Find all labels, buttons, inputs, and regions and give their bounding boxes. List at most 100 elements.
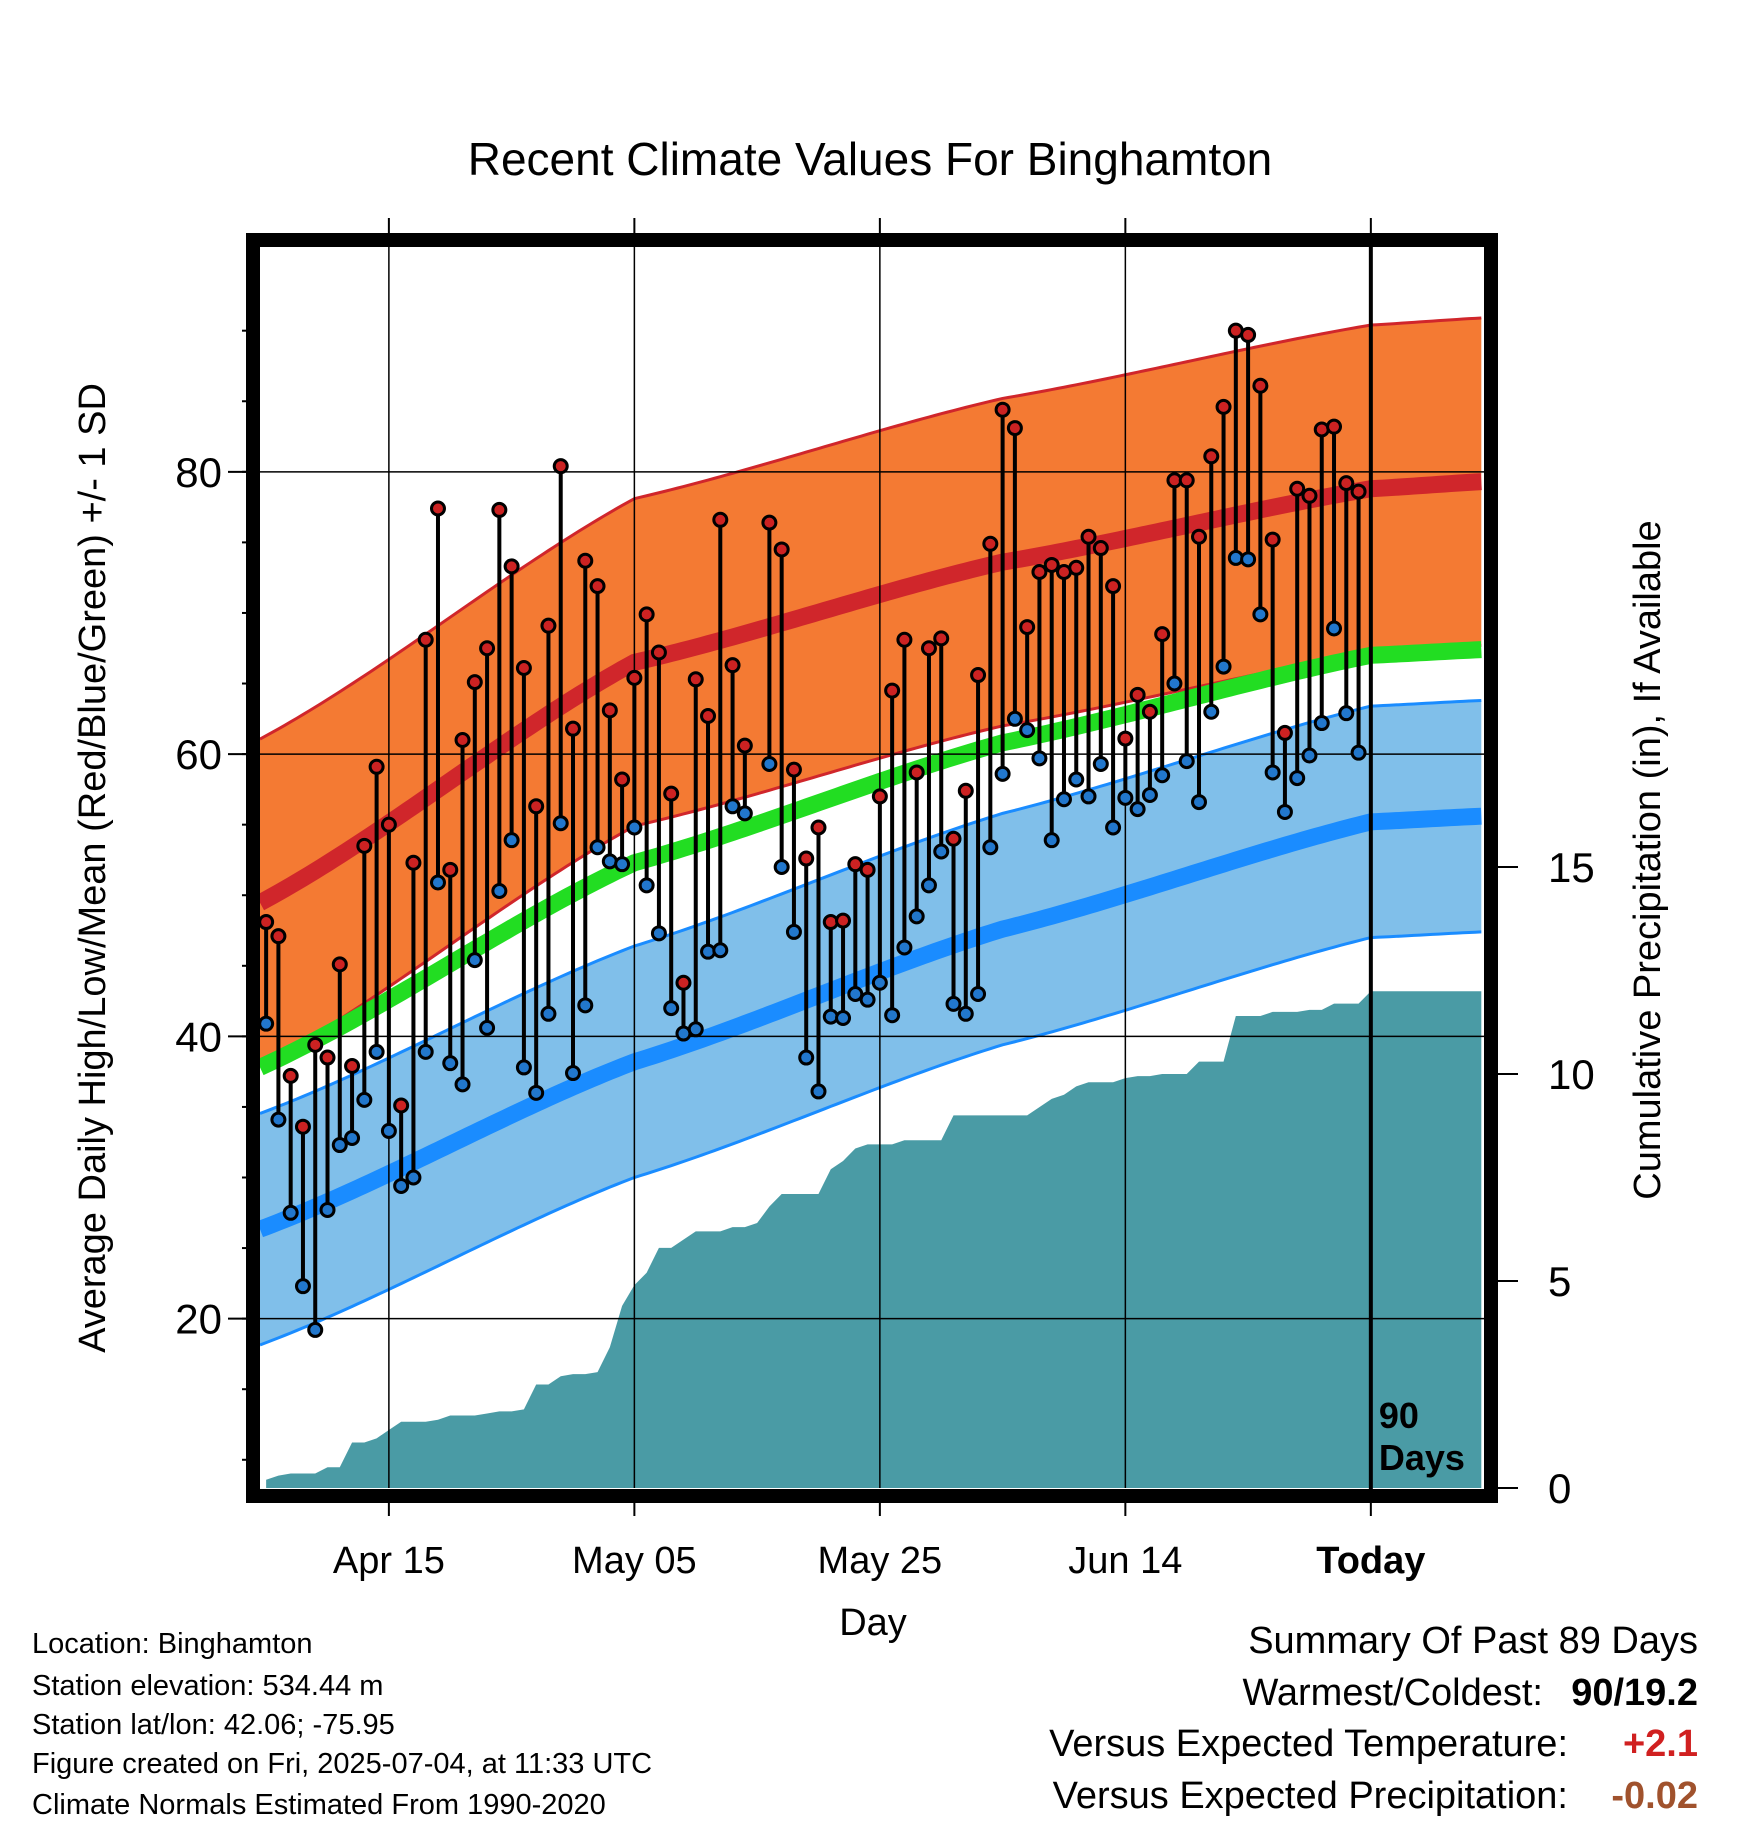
observed-low-point	[871, 974, 888, 991]
observed-low-point	[1031, 750, 1048, 767]
observed-low-point	[528, 1084, 545, 1101]
plot-frame	[246, 233, 1498, 1503]
observed-low-point	[307, 1321, 324, 1338]
observed-high-point	[1117, 730, 1134, 747]
observed-high-point	[970, 667, 987, 684]
observed-high-point	[405, 854, 422, 871]
observed-low-point	[454, 1076, 471, 1093]
observed-low-point	[491, 882, 508, 899]
observed-temperatures	[260, 322, 1367, 1338]
observed-high-point	[1080, 528, 1097, 545]
observed-low-point	[1068, 771, 1085, 788]
observed-high-point	[479, 640, 496, 657]
observed-high-point	[700, 707, 717, 724]
observed-high-point	[356, 837, 373, 854]
observed-high-point	[282, 1067, 299, 1084]
observed-high-point	[835, 912, 852, 929]
observed-high-point	[393, 1097, 410, 1114]
observed-high-point	[601, 702, 618, 719]
observed-low-point	[1252, 606, 1269, 623]
observed-low-point	[260, 1015, 275, 1032]
observed-low-point	[368, 1043, 385, 1060]
observed-high-point	[712, 511, 729, 528]
observed-high-point	[454, 731, 471, 748]
observed-low-point	[835, 1010, 852, 1027]
observed-low-point	[1055, 791, 1072, 808]
observed-high-point	[589, 578, 606, 595]
observed-high-point	[294, 1118, 311, 1135]
observed-low-point	[1301, 747, 1318, 764]
observed-low-point	[773, 859, 790, 875]
observed-high-point	[1129, 686, 1146, 703]
observed-high-point	[859, 861, 876, 878]
observed-high-point	[1092, 540, 1109, 557]
observed-high-point	[773, 541, 790, 558]
observed-high-point	[1141, 703, 1158, 720]
observed-high-point	[1191, 528, 1208, 545]
observed-high-point	[687, 671, 704, 688]
observed-low-point	[957, 1005, 974, 1022]
x-tick-label: Apr 15	[333, 1540, 445, 1582]
observed-low-point	[638, 877, 655, 894]
observed-low-point	[798, 1049, 815, 1066]
observed-low-point	[908, 908, 925, 925]
observed-high-point	[920, 640, 937, 657]
observed-low-point	[614, 856, 631, 873]
observed-low-point	[270, 1111, 287, 1128]
observed-low-point	[920, 877, 937, 894]
chart-title: Recent Climate Values For Binghamton	[468, 133, 1273, 185]
observed-high-point	[957, 782, 974, 799]
x-tick-label: Today	[1316, 1540, 1425, 1582]
observed-low-point	[884, 1007, 901, 1024]
y2-tick-label: 10	[1548, 1051, 1595, 1098]
observed-high-point	[1276, 724, 1293, 741]
observed-low-point	[626, 819, 643, 836]
observed-low-point	[503, 832, 520, 849]
observed-low-point	[1313, 715, 1330, 732]
observed-high-point	[638, 606, 655, 623]
observed-high-point	[1240, 326, 1257, 343]
summary-title: Summary Of Past 89 Days	[1248, 1620, 1698, 1662]
y-tick-label: 60	[175, 731, 222, 778]
observed-high-point	[982, 535, 999, 552]
normals-text: Climate Normals Estimated From 1990-2020	[32, 1789, 606, 1821]
observed-high-point	[577, 552, 594, 569]
observed-low-point	[1289, 770, 1306, 787]
warmest-value: 90/19.2	[1571, 1672, 1698, 1714]
observed-low-point	[1326, 620, 1343, 637]
observed-high-point	[871, 788, 888, 805]
observed-low-point	[466, 952, 483, 969]
observed-high-point	[344, 1058, 361, 1075]
observed-low-point	[663, 1000, 680, 1017]
observed-low-point	[994, 765, 1011, 782]
observed-low-point	[577, 997, 594, 1014]
observed-low-point	[859, 991, 876, 1008]
observed-high-point	[945, 830, 962, 847]
observed-low-point	[896, 939, 913, 956]
observed-low-point	[405, 1169, 422, 1186]
y2-tick-label: 15	[1548, 844, 1595, 891]
observed-low-point	[1191, 794, 1208, 811]
observed-low-point	[1092, 755, 1109, 772]
observed-high-point	[1215, 398, 1232, 415]
observed-high-point	[442, 861, 459, 878]
x-axis-label: Day	[839, 1602, 907, 1644]
latlon-text: Station lat/lon: 42.06; -75.95	[32, 1709, 395, 1741]
observed-high-point	[1043, 556, 1060, 573]
x-tick-label: Jun 14	[1068, 1540, 1182, 1582]
observed-high-point	[896, 631, 913, 648]
observed-high-point	[466, 674, 483, 691]
y2-tick-label: 0	[1548, 1465, 1571, 1512]
temp-value: +2.1	[1622, 1723, 1698, 1765]
observed-high-point	[1154, 626, 1171, 643]
observed-high-point	[380, 816, 397, 833]
today-days-label: 90	[1379, 1395, 1419, 1436]
observed-high-point	[319, 1049, 336, 1066]
observed-high-point	[1019, 619, 1036, 636]
high-upper-edge	[260, 316, 1482, 741]
observed-high-point	[663, 785, 680, 802]
observed-low-point	[380, 1122, 397, 1139]
observed-low-point	[540, 1005, 557, 1022]
observed-high-point	[1338, 475, 1355, 492]
